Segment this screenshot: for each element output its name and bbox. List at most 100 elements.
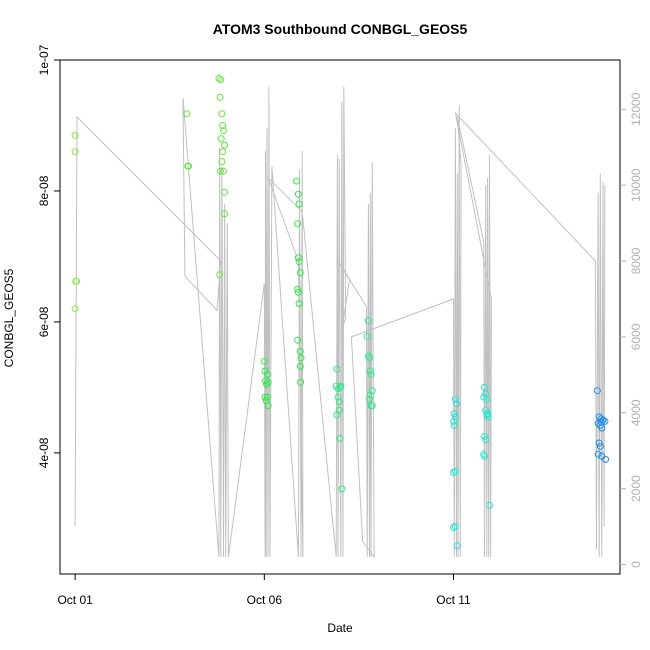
- data-point: [602, 455, 610, 463]
- data-point: [216, 271, 224, 279]
- data-point: [596, 442, 604, 450]
- data-point: [297, 354, 305, 362]
- y2-tick-label: 0: [629, 561, 643, 568]
- data-point: [261, 393, 269, 401]
- data-point: [601, 417, 609, 425]
- data-point: [336, 435, 344, 442]
- data-point: [336, 383, 344, 391]
- data-point: [216, 93, 224, 101]
- data-point: [453, 542, 461, 550]
- data-point: [264, 402, 272, 410]
- data-point: [219, 148, 227, 156]
- data-point: [221, 210, 229, 218]
- data-point: [295, 258, 303, 266]
- data-point: [337, 382, 345, 390]
- data-point: [263, 370, 271, 378]
- y-tick-label: 1e-07: [37, 44, 51, 75]
- data-point: [482, 436, 490, 444]
- data-point: [218, 158, 226, 165]
- y2-tick-label: 10000: [629, 168, 643, 202]
- data-point: [217, 135, 225, 143]
- y-tick-label: 4e-08: [37, 437, 51, 468]
- data-point: [484, 413, 492, 421]
- data-point: [185, 162, 193, 170]
- data-point: [364, 317, 372, 325]
- y2-tick-label: 6000: [629, 323, 643, 350]
- data-point: [295, 300, 303, 308]
- data-point: [484, 410, 492, 418]
- data-point: [71, 305, 79, 313]
- data-point: [366, 391, 374, 399]
- data-point: [335, 406, 343, 414]
- data-point: [71, 131, 79, 139]
- x-tick-label: Oct 06: [247, 593, 283, 607]
- data-points: [71, 74, 610, 550]
- data-point: [296, 269, 304, 277]
- data-point: [450, 417, 457, 425]
- altitude-line: [74, 86, 606, 559]
- data-point: [221, 141, 229, 149]
- data-point: [599, 416, 607, 424]
- x-axis: Oct 01 Oct 06 Oct 11: [57, 573, 471, 607]
- data-point: [481, 433, 488, 440]
- data-point: [366, 395, 373, 403]
- data-point: [264, 378, 272, 386]
- data-point: [368, 387, 376, 395]
- data-point: [366, 367, 374, 375]
- data-point: [593, 387, 601, 395]
- data-point: [481, 383, 488, 391]
- data-point: [71, 148, 79, 156]
- chart-title: ATOM3 Southbound CONBGL_GEOS5: [213, 21, 468, 37]
- data-point: [450, 524, 457, 531]
- data-point: [451, 395, 459, 403]
- data-point: [295, 200, 303, 208]
- data-point: [183, 110, 191, 118]
- data-point: [216, 167, 224, 175]
- data-point: [215, 74, 223, 82]
- data-point: [597, 418, 605, 426]
- data-point: [294, 254, 302, 262]
- x-tick-label: Oct 11: [436, 593, 471, 607]
- data-point: [296, 347, 304, 355]
- data-point: [217, 76, 225, 84]
- data-point: [367, 370, 375, 378]
- y-tick-label: 8e-08: [37, 175, 51, 206]
- data-point: [334, 393, 342, 401]
- data-point: [218, 110, 226, 118]
- data-point: [450, 421, 458, 429]
- data-point: [481, 452, 488, 460]
- data-point: [220, 127, 227, 135]
- data-point: [219, 122, 227, 129]
- data-point: [363, 332, 371, 340]
- data-point: [294, 285, 302, 293]
- y2-tick-label: 12000: [629, 92, 643, 126]
- data-point: [483, 395, 491, 403]
- altitude-trace: [74, 86, 606, 559]
- data-point: [73, 277, 81, 285]
- data-point: [451, 467, 459, 475]
- data-point: [450, 410, 458, 418]
- x-tick-label: Oct 01: [57, 593, 93, 607]
- data-point: [450, 469, 457, 476]
- data-point: [260, 357, 268, 365]
- data-point: [294, 336, 302, 344]
- x-axis-label: Date: [327, 621, 353, 635]
- data-point: [296, 362, 304, 370]
- data-point: [333, 365, 341, 373]
- data-point: [294, 190, 302, 198]
- data-point: [451, 413, 459, 421]
- data-point: [221, 188, 229, 196]
- data-point: [594, 450, 602, 458]
- data-point: [368, 402, 376, 410]
- data-point: [483, 411, 491, 419]
- data-point: [220, 167, 227, 175]
- y-axis: 4e-08 6e-08 8e-08 1e-07: [37, 44, 60, 468]
- y-axis-label: CONBGL_GEOS5: [2, 268, 16, 367]
- y-tick-label: 6e-08: [37, 306, 51, 337]
- data-point: [263, 380, 271, 388]
- data-point: [451, 522, 459, 530]
- data-point: [293, 177, 300, 185]
- data-point: [263, 393, 271, 401]
- data-point: [595, 439, 603, 447]
